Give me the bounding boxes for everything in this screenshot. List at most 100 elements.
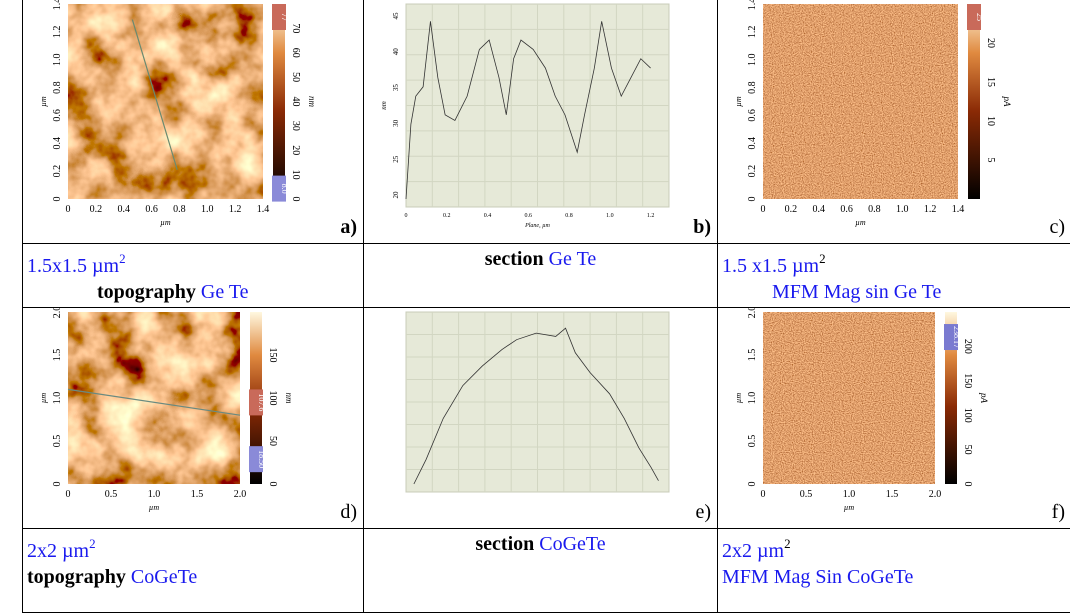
- y-tick-label: 0.8: [747, 81, 758, 94]
- x-tick-label: 1.2: [924, 204, 937, 215]
- y-tick-label: 2.0: [52, 308, 63, 318]
- scan-image: [763, 4, 958, 199]
- colorbar-tick-label: 15: [985, 77, 996, 87]
- colorbar-tick-label: 150: [962, 373, 973, 388]
- y-axis-unit: µm: [734, 96, 743, 107]
- caption-text: MFM Mag Sin CoGeTe: [722, 566, 913, 588]
- colorbar-marker-label: 77: [280, 13, 289, 21]
- caption-line: 1.5x1.5 µm2: [27, 246, 359, 279]
- x-tick-label: 0.2: [90, 204, 103, 215]
- colorbar-unit: nm: [284, 393, 294, 405]
- y-tick-label: 0.8: [52, 81, 63, 94]
- panel-cell: e): [364, 308, 718, 529]
- y-tick-label: 35: [392, 84, 400, 92]
- x-axis-unit: µm: [855, 218, 866, 227]
- y-tick-label: 1.2: [52, 26, 63, 39]
- y-tick-label: 1.0: [747, 392, 758, 405]
- caption-text: topography: [97, 281, 196, 303]
- y-tick-label: 1.0: [52, 53, 63, 66]
- x-tick-label: 0: [66, 489, 71, 500]
- x-tick-label: 2.0: [929, 489, 942, 500]
- y-tick-label: 0.5: [52, 435, 63, 448]
- caption-text: 2x2 µm: [27, 540, 89, 562]
- y-tick-label: 2.0: [747, 308, 758, 318]
- panel: e): [364, 308, 717, 527]
- y-axis-unit: µm: [39, 96, 48, 107]
- caption-text: topography: [27, 566, 126, 588]
- colorbar: [968, 4, 980, 199]
- x-tick-label: 0: [761, 204, 766, 215]
- y-tick-label: 1.0: [52, 392, 63, 405]
- x-tick-label: 1.2: [229, 204, 242, 215]
- colorbar-marker-label: 238.17: [952, 326, 961, 348]
- colorbar-tick-label: 30: [290, 121, 301, 131]
- x-tick-label: 0.6: [525, 213, 533, 219]
- x-tick-label: 1.0: [201, 204, 214, 215]
- caption-text: 1.5 x1.5 µm: [722, 255, 819, 277]
- x-tick-label: 0.6: [840, 204, 853, 215]
- colorbar-tick-label: 200: [962, 339, 973, 354]
- y-tick-label: 0.6: [52, 109, 63, 122]
- colorbar-tick-label: 10: [290, 170, 301, 180]
- caption-line: 2x2 µm2: [722, 531, 1067, 564]
- colorbar-unit: pA: [1002, 96, 1012, 108]
- x-tick-label: 2.0: [234, 489, 247, 500]
- caption-text: 2: [819, 251, 826, 266]
- x-tick-label: 1.0: [896, 204, 909, 215]
- colorbar-tick-label: 50: [267, 436, 278, 446]
- panel-label: d): [340, 501, 357, 523]
- y-tick-label: 40: [392, 48, 400, 56]
- caption-text: Ge Te: [201, 281, 249, 303]
- y-tick-label: 0: [52, 197, 63, 202]
- caption-line: MFM Mag Sin CoGeTe: [722, 564, 1067, 590]
- x-tick-label: 0.5: [800, 489, 813, 500]
- colorbar: [273, 4, 285, 199]
- y-tick-label: 0: [747, 482, 758, 487]
- colorbar-tick-label: 60: [290, 48, 301, 58]
- x-tick-label: 1.5: [886, 489, 899, 500]
- caption-text: Ge Te: [549, 248, 597, 270]
- y-tick-label: 0: [747, 197, 758, 202]
- y-tick-label: 0.4: [747, 137, 758, 150]
- caption-text: CoGeTe: [131, 566, 197, 588]
- caption-text: 2: [89, 536, 96, 551]
- colorbar-unit: nm: [307, 96, 317, 108]
- caption-line: 1.5 x1.5 µm2: [722, 246, 1067, 279]
- colorbar-tick-label: 10: [985, 116, 996, 126]
- colorbar-tick-label: 50: [962, 445, 973, 455]
- x-tick-label: 1.0: [148, 489, 161, 500]
- caption-text: section: [475, 533, 534, 555]
- x-tick-label: 1.0: [606, 213, 614, 219]
- colorbar-tick-label: 5: [985, 158, 996, 163]
- x-tick-label: 0: [66, 204, 71, 215]
- y-tick-label: 1.0: [747, 53, 758, 66]
- y-tick-label: 45: [392, 12, 400, 20]
- y-tick-label: 0.5: [747, 435, 758, 448]
- caption-text: 2: [784, 536, 791, 551]
- x-tick-label: 0.4: [812, 204, 825, 215]
- colorbar-tick-label: 20: [985, 38, 996, 48]
- colorbar-tick-label: 40: [290, 97, 301, 107]
- x-axis-unit: µm: [149, 503, 160, 512]
- x-tick-label: 1.4: [952, 204, 965, 215]
- x-axis-unit: µm: [160, 218, 171, 227]
- caption-line: 2x2 µm2: [27, 531, 359, 564]
- panel-label: a): [340, 216, 357, 238]
